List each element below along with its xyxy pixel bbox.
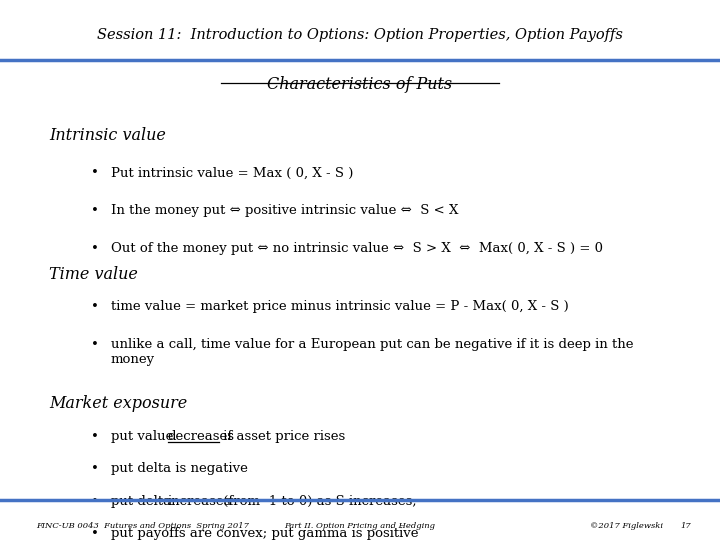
Text: •: • <box>91 338 99 351</box>
Text: •: • <box>91 462 99 475</box>
Text: •: • <box>91 527 99 540</box>
Text: Market exposure: Market exposure <box>49 395 187 412</box>
Text: increases: increases <box>168 495 231 508</box>
Text: Intrinsic value: Intrinsic value <box>49 127 166 144</box>
Text: decreases: decreases <box>168 430 235 443</box>
Text: In the money put ⇔ positive intrinsic value ⇔  S < X: In the money put ⇔ positive intrinsic va… <box>111 204 458 217</box>
Text: if asset price rises: if asset price rises <box>219 430 345 443</box>
Text: FINC-UB 0043  Futures and Options  Spring 2017: FINC-UB 0043 Futures and Options Spring … <box>36 523 249 530</box>
Text: Part II. Option Pricing and Hedging: Part II. Option Pricing and Hedging <box>284 523 436 530</box>
Text: unlike a call, time value for a European put can be negative if it is deep in th: unlike a call, time value for a European… <box>111 338 633 366</box>
Text: put delta is negative: put delta is negative <box>111 462 248 475</box>
Text: put value: put value <box>111 430 177 443</box>
Text: •: • <box>91 166 99 179</box>
Text: •: • <box>91 242 99 255</box>
Text: Characteristics of Puts: Characteristics of Puts <box>267 76 453 92</box>
Text: 17: 17 <box>680 523 691 530</box>
Text: •: • <box>91 204 99 217</box>
Text: •: • <box>91 430 99 443</box>
Text: •: • <box>91 495 99 508</box>
Text: put delta: put delta <box>111 495 175 508</box>
Text: Put intrinsic value = Max ( 0, X - S ): Put intrinsic value = Max ( 0, X - S ) <box>111 166 353 179</box>
Text: Out of the money put ⇔ no intrinsic value ⇔  S > X  ⇔  Max( 0, X - S ) = 0: Out of the money put ⇔ no intrinsic valu… <box>111 242 603 255</box>
Text: (from -1 to 0) as S increases;: (from -1 to 0) as S increases; <box>219 495 417 508</box>
Text: ©2017 Figlewski: ©2017 Figlewski <box>590 523 663 530</box>
Text: Time value: Time value <box>49 266 138 282</box>
Text: put payoffs are convex; put gamma is positive: put payoffs are convex; put gamma is pos… <box>111 527 418 540</box>
Text: Session 11:  Introduction to Options: Option Properties, Option Payoffs: Session 11: Introduction to Options: Opt… <box>97 28 623 42</box>
Text: •: • <box>91 300 99 313</box>
Text: time value = market price minus intrinsic value = P - Max( 0, X - S ): time value = market price minus intrinsi… <box>111 300 568 313</box>
